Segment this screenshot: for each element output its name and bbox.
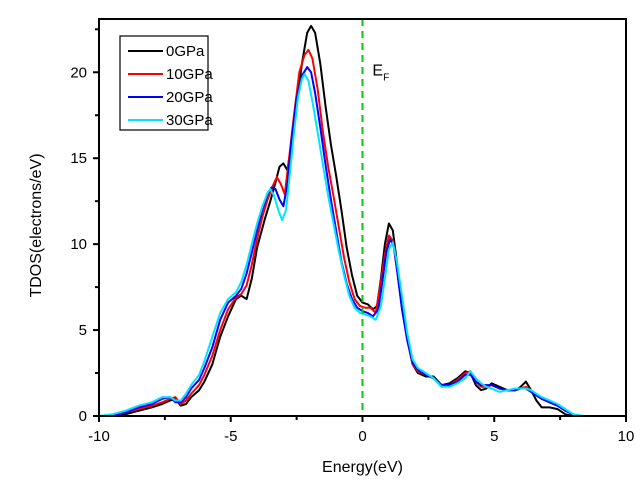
y-tick-label: 5 — [79, 322, 87, 339]
y-tick-label: 15 — [70, 150, 87, 167]
x-tick-label: 10 — [618, 428, 635, 445]
x-axis-title: Energy(eV) — [322, 459, 403, 476]
y-tick-label: 0 — [79, 408, 87, 425]
legend-label: 10GPa — [166, 66, 213, 83]
y-tick-label: 10 — [70, 236, 87, 253]
x-tick-label: 5 — [490, 428, 498, 445]
legend-label: 0GPa — [166, 43, 205, 60]
series-line-20gpa — [98, 66, 626, 417]
series-layer — [98, 24, 626, 417]
y-tick-label: 20 — [70, 64, 87, 81]
legend-label: 30GPa — [166, 112, 213, 129]
series-line-30gpa — [98, 73, 626, 417]
fermi-level-label: EF — [372, 63, 389, 84]
annotations: EF — [372, 63, 389, 84]
axis-ticks: -10 -5 0 5 10 0 5 10 15 20 — [70, 28, 635, 445]
x-tick-label: -10 — [88, 428, 110, 445]
y-axis-title: TDOS(electrons/eV) — [28, 153, 45, 297]
x-tick-label: -5 — [224, 428, 237, 445]
legend-label: 20GPa — [166, 89, 213, 106]
legend: 0GPa 10GPa 20GPa 30GPa — [119, 35, 213, 131]
series-line-0gpa — [99, 24, 626, 417]
x-tick-label: 0 — [358, 428, 366, 445]
